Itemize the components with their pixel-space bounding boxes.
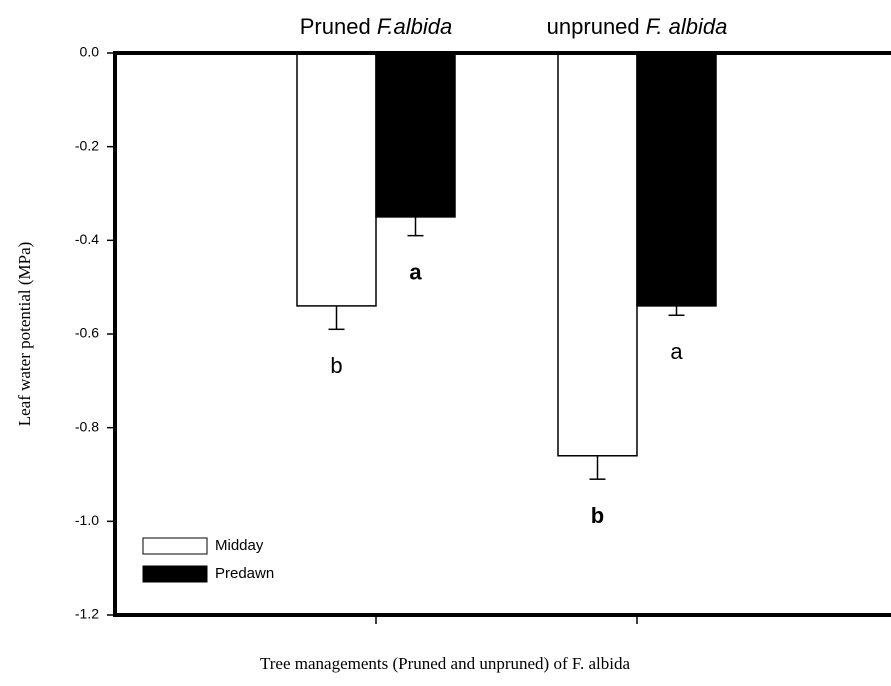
legend-swatch: [142, 565, 208, 583]
significance-letter: b: [330, 353, 342, 378]
legend-label: Predawn: [215, 565, 274, 582]
legend-label: Midday: [215, 537, 264, 554]
bar: [375, 52, 456, 218]
significance-letter: a: [670, 339, 683, 364]
bar: [557, 52, 638, 457]
y-tick-label: 0.0: [80, 44, 100, 60]
y-tick-label: -0.8: [75, 418, 99, 434]
y-tick-label: -0.4: [75, 231, 99, 247]
legend-swatch: [142, 537, 208, 555]
y-tick-label: -1.2: [75, 606, 99, 622]
category-label: unpruned F. albida: [547, 14, 728, 39]
y-tick-label: -0.2: [75, 137, 99, 153]
y-tick-label: -0.6: [75, 325, 99, 341]
significance-letter: b: [591, 503, 604, 528]
category-label: Pruned F.albida: [300, 14, 453, 39]
x-axis-label: Tree managements (Pruned and unpruned) o…: [260, 654, 630, 673]
bar: [296, 52, 377, 307]
bar: [636, 52, 717, 307]
y-axis-label: Leaf water potential (MPa): [15, 242, 34, 427]
y-tick-label: -1.0: [75, 512, 99, 528]
plot-frame: [113, 51, 891, 617]
significance-letter: a: [409, 259, 422, 284]
